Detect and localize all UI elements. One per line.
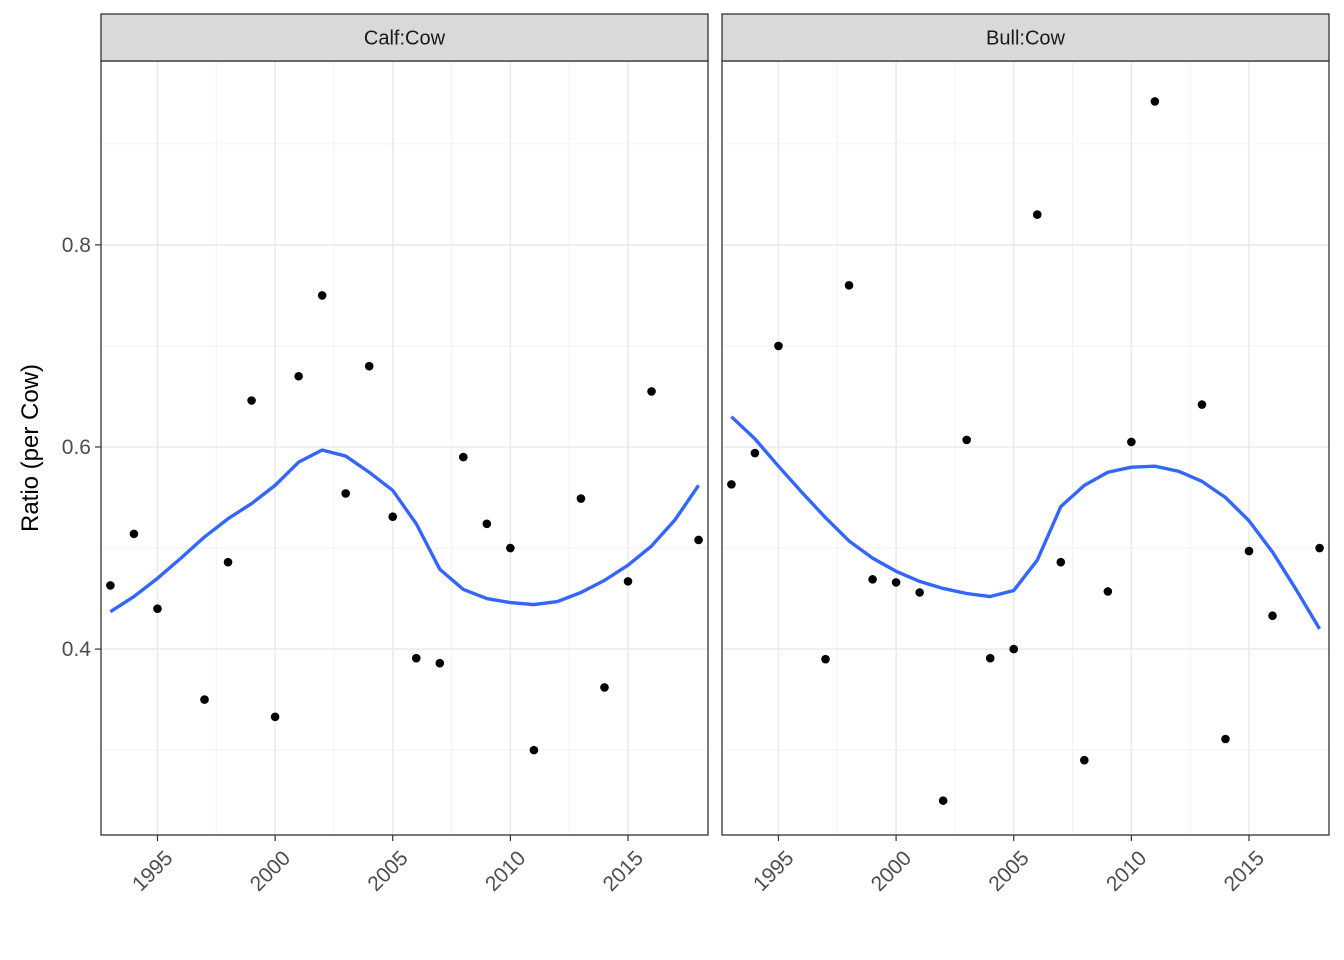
data-point (435, 658, 445, 668)
x-tick-label: 1995 (128, 847, 177, 896)
y-tick-label: 0.4 (62, 638, 92, 661)
data-point (200, 695, 209, 704)
data-point (774, 341, 783, 351)
y-axis-title: Ratio (per Cow) (17, 364, 44, 532)
data-point (1315, 543, 1324, 553)
panel-bull-cow: Bull:Cow 1995 2000 2005 2010 2015 (721, 13, 1330, 896)
data-point (106, 581, 115, 590)
data-point (821, 654, 830, 664)
data-point (647, 387, 656, 396)
data-point (129, 529, 139, 539)
x-tick-label: 2010 (481, 847, 530, 896)
panel-calf-cow: Calf:Cow 0.4 0.6 0.8 1995 2000 2005 2010 2015 (62, 13, 709, 896)
smooth-line (109, 448, 700, 614)
data-point (1080, 755, 1089, 765)
data-point (1127, 437, 1136, 447)
strip-label: Calf:Cow (364, 28, 446, 50)
x-tick-label: 1995 (749, 847, 798, 896)
data-point (844, 281, 854, 290)
x-tick-label: 2000 (246, 847, 295, 896)
data-point (1150, 97, 1160, 106)
data-point (341, 489, 350, 498)
y-tick-label: 0.8 (62, 234, 91, 257)
data-point (891, 578, 901, 587)
data-point (1009, 644, 1019, 654)
y-tick-label: 0.6 (62, 436, 91, 459)
data-point (411, 653, 421, 663)
data-point (506, 543, 515, 553)
data-point (270, 712, 280, 722)
data-point (388, 512, 398, 522)
data-point (962, 435, 971, 445)
strip-background (721, 13, 1330, 62)
data-point (1221, 734, 1230, 744)
data-point (1197, 400, 1207, 409)
strip-label: Bull:Cow (986, 28, 1065, 50)
panel-background (101, 61, 708, 835)
strip-background (100, 13, 709, 62)
data-point (576, 494, 586, 503)
data-point (915, 588, 924, 597)
x-tick-label: 2015 (599, 847, 648, 896)
x-tick-label: 2005 (363, 847, 412, 896)
data-point (1103, 587, 1113, 596)
smooth-line (730, 415, 1322, 630)
data-point (750, 448, 760, 458)
x-tick-label: 2010 (1102, 847, 1151, 896)
data-point (294, 371, 303, 381)
panel-background (722, 61, 1329, 835)
data-point (529, 745, 539, 755)
x-tick-label: 2005 (984, 847, 1033, 896)
data-point (1268, 611, 1277, 621)
data-point (482, 519, 492, 529)
x-tick-label: 2015 (1220, 847, 1269, 896)
data-point (727, 480, 736, 489)
data-point (153, 604, 162, 613)
data-point (364, 361, 374, 371)
data-point (600, 683, 609, 692)
data-point (868, 575, 877, 584)
data-point (1244, 546, 1254, 556)
data-point (223, 557, 233, 567)
data-point (247, 396, 256, 405)
data-point (1056, 557, 1066, 567)
data-point (1032, 210, 1042, 219)
data-point (694, 535, 703, 545)
data-point (459, 452, 468, 462)
data-point (985, 653, 995, 663)
data-point (938, 796, 948, 805)
data-point (317, 291, 327, 300)
data-point (623, 577, 633, 586)
x-tick-label: 2000 (867, 847, 916, 896)
